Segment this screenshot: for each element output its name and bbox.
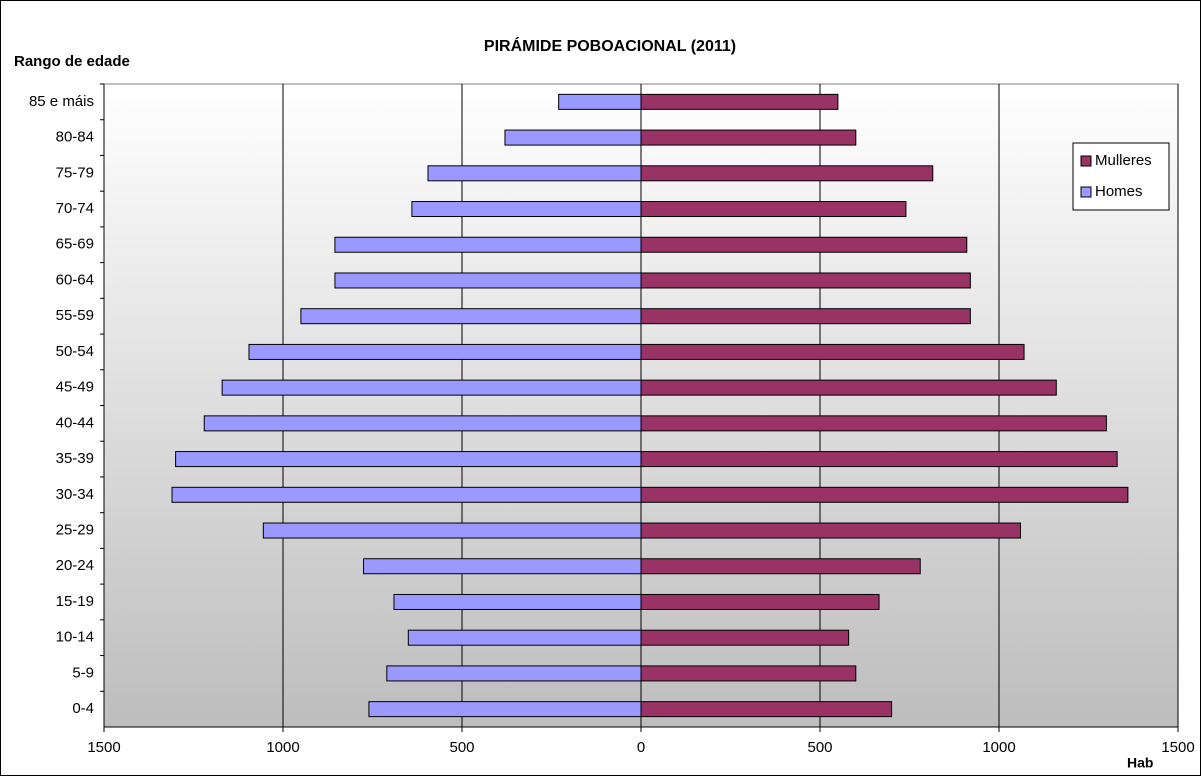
y-tick-label: 45-49 — [56, 379, 94, 396]
legend-label: Homes — [1095, 183, 1143, 200]
x-tick-label: 0 — [637, 739, 645, 756]
bar — [363, 558, 642, 575]
y-tick-label: 25-29 — [56, 521, 94, 538]
y-tick-label: 70-74 — [56, 200, 94, 217]
bar — [407, 629, 642, 646]
y-tick-label: 30-34 — [56, 486, 94, 503]
legend-label: Mulleres — [1095, 152, 1152, 169]
y-tick-label: 65-69 — [56, 236, 94, 253]
bar — [640, 486, 1129, 503]
y-tick-label: 50-54 — [56, 343, 94, 360]
y-tick-label: 20-24 — [56, 557, 94, 574]
y-tick-label: 5-9 — [72, 664, 94, 681]
bar — [640, 558, 921, 575]
bar — [640, 343, 1025, 360]
bar — [640, 201, 907, 218]
y-tick-label: 15-19 — [56, 593, 94, 610]
y-tick-label: 85 e máis — [29, 93, 94, 110]
x-tick-label: 1500 — [1161, 739, 1194, 756]
bar — [386, 665, 642, 682]
bar — [640, 93, 839, 110]
x-tick-label: 500 — [449, 739, 474, 756]
legend-swatch — [1080, 155, 1092, 167]
bar — [504, 129, 642, 146]
y-tick-label: 40-44 — [56, 414, 94, 431]
bar — [640, 129, 857, 146]
bar — [640, 451, 1118, 468]
bar — [411, 201, 642, 218]
bar — [334, 272, 642, 289]
bar — [640, 236, 968, 253]
bar — [171, 486, 642, 503]
x-tick-label: 1500 — [87, 739, 120, 756]
bar — [640, 379, 1057, 396]
bar — [427, 165, 642, 182]
x-tick-label: 1000 — [982, 739, 1015, 756]
bar — [640, 308, 971, 325]
y-tick-label: 35-39 — [56, 450, 94, 467]
bar — [640, 593, 880, 610]
y-tick-label: 75-79 — [56, 164, 94, 181]
y-axis-label: Rango de edade — [14, 53, 130, 70]
bar — [640, 629, 850, 646]
y-tick-label: 80-84 — [56, 129, 94, 146]
legend-box — [1072, 142, 1170, 211]
x-tick-label: 1000 — [266, 739, 299, 756]
bar — [640, 415, 1107, 432]
x-axis-label: Hab — [1127, 755, 1153, 771]
bar — [640, 272, 971, 289]
y-tick-label: 0-4 — [72, 700, 94, 717]
y-tick-label: 60-64 — [56, 271, 94, 288]
bar — [334, 236, 642, 253]
bar — [393, 593, 642, 610]
bar — [368, 701, 642, 718]
bar — [640, 522, 1021, 539]
bar — [640, 165, 934, 182]
bar — [558, 93, 642, 110]
bar — [640, 665, 857, 682]
bar — [300, 308, 642, 325]
bar — [640, 701, 893, 718]
bar — [262, 522, 642, 539]
bar — [248, 343, 642, 360]
x-tick-label: 500 — [807, 739, 832, 756]
bar — [175, 451, 642, 468]
y-tick-label: 10-14 — [56, 629, 94, 646]
bar — [203, 415, 642, 432]
chart-title: PIRÁMIDE POBOACIONAL (2011) — [484, 36, 736, 55]
legend-swatch — [1080, 186, 1092, 198]
bar — [221, 379, 642, 396]
y-tick-label: 55-59 — [56, 307, 94, 324]
